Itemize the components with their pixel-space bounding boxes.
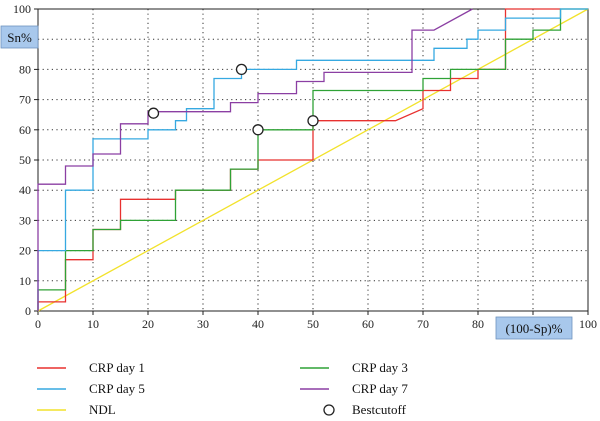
x-tick-label: 10: [87, 317, 99, 331]
x-tick-label: 0: [35, 317, 41, 331]
legend: CRP day 1 CRP day 3 CRP day 5 CRP day 7 NDL B…: [37, 360, 408, 417]
xlabel-box: [495, 316, 573, 340]
x-tick-label: 50: [307, 317, 319, 331]
legend-marker-bestcutoff: [323, 404, 335, 416]
x-tick-label: 30: [197, 317, 209, 331]
y-tick-label: 70: [19, 93, 31, 107]
series-line-crp-day-3: [37, 8, 588, 311]
y-tick-label: 20: [19, 244, 31, 258]
bestcutoff-markers: [147, 63, 319, 136]
series-line-crp-day-7: [37, 8, 473, 311]
y-tick-label: 0: [25, 304, 31, 318]
xlabel-text: (100-Sp)%: [505, 321, 562, 336]
y-tick-label: 10: [19, 274, 31, 288]
x-tick-label: 100: [579, 317, 597, 331]
plot-frame: [34, 8, 589, 315]
ylabel-box: [0, 25, 39, 49]
series-layer: [37, 8, 589, 312]
legend-label-crp-day-3: CRP day 3: [352, 360, 408, 375]
y-tick-label: 80: [19, 62, 31, 76]
y-tick-label: 30: [19, 213, 31, 227]
x-tick-label: 80: [472, 317, 484, 331]
legend-label-crp-day-7: CRP day 7: [352, 381, 408, 396]
bestcutoff-marker: [235, 63, 248, 76]
bestcutoff-marker: [252, 124, 264, 136]
x-tick-label: 60: [362, 317, 374, 331]
legend-label-crp-day-1: CRP day 1: [89, 360, 145, 375]
x-tick-label: 20: [142, 317, 154, 331]
legend-label-bestcutoff: Bestcutoff: [352, 402, 407, 417]
x-tick-label: 40: [252, 317, 264, 331]
y-tick-label: 100: [13, 2, 31, 16]
y-tick-label: 60: [19, 123, 31, 137]
axis-labels: Sn% (100-Sp)%: [0, 25, 573, 340]
legend-label-crp-day-5: CRP day 5: [89, 381, 145, 396]
ylabel-text: Sn%: [7, 30, 32, 45]
legend-label-ndl: NDL: [89, 402, 116, 417]
y-tick-label: 40: [19, 183, 31, 197]
bestcutoff-marker: [147, 107, 160, 119]
x-tick-label: 70: [417, 317, 429, 331]
y-tick-label: 50: [19, 153, 31, 167]
bestcutoff-marker: [307, 115, 319, 127]
tick-labels: 0102030405060708090100010203040506070809…: [13, 2, 597, 331]
